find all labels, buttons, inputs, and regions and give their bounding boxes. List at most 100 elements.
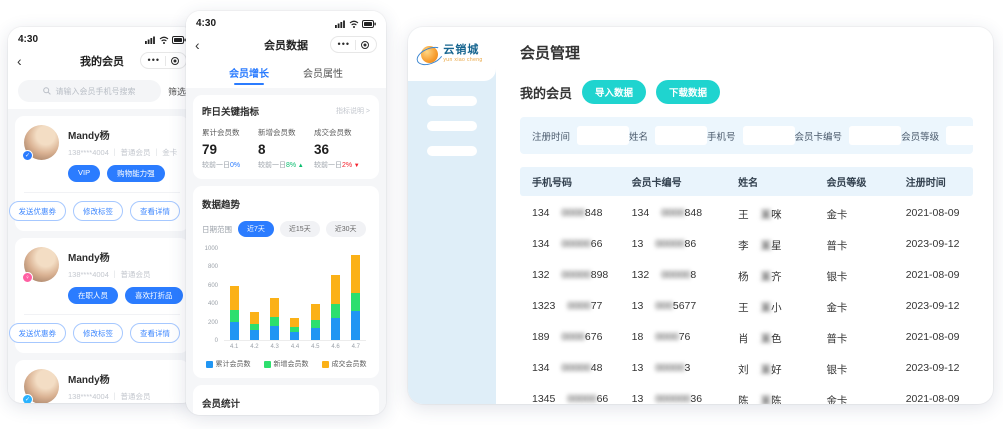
- search-placeholder: 请输入会员手机号搜索: [55, 86, 136, 96]
- redacted-text: 0000: [561, 330, 585, 343]
- bar-4.6: [331, 274, 341, 340]
- bar-4.5: [310, 303, 320, 340]
- redacted-text: 某: [760, 394, 772, 405]
- range-pill[interactable]: 近7天: [238, 221, 274, 237]
- table-row[interactable]: 1323 000077 13 0005677 王某小 金卡 2023-09-12: [520, 289, 973, 320]
- filter-input[interactable]: [849, 126, 902, 145]
- kpi-delta: 较前一日0%: [202, 162, 241, 169]
- kpi-value: 36: [314, 142, 330, 157]
- legend-label: 成交会员数: [331, 361, 367, 368]
- kpi-stat: 新增会员数 8 较前一日8% ▲: [258, 127, 314, 170]
- kpi-delta-value: 8%: [286, 162, 297, 169]
- cell-name: 王某咪: [738, 208, 782, 221]
- member-list: ✓ Mandy杨 138****4004 ｜ 普通会员 ｜ 金卡 VIP 购物能力强 发送…: [8, 109, 196, 403]
- back-icon[interactable]: ‹: [17, 52, 22, 69]
- member-actions: 发送优惠券 修改标签 查看详情: [8, 314, 180, 353]
- bar-4.4: [290, 317, 300, 340]
- sidebar-item-placeholder[interactable]: [427, 96, 477, 106]
- table-row[interactable]: 134 0000848 134 0000848 王某咪 金卡 2021-08-09: [520, 196, 973, 227]
- cell-card-number: 13 000003: [631, 361, 691, 374]
- sidebar-item-placeholder[interactable]: [427, 121, 477, 131]
- filter-field: 注册时间: [532, 126, 630, 145]
- table-row[interactable]: 1345 0000066 13 00000036 陈某陈 金卡 2021-08-09: [520, 382, 973, 405]
- bar-segment: [290, 317, 300, 328]
- table-row[interactable]: 132 00000898 132 000008 杨某齐 银卡 2021-08-09: [520, 258, 973, 289]
- filter-label: 会员等级: [901, 131, 940, 143]
- member-action-button[interactable]: 查看详情: [130, 323, 180, 343]
- cell-level: 金卡: [826, 394, 848, 405]
- cell-register-date: 2023-09-12: [905, 237, 960, 250]
- y-tick-label: 1000: [204, 246, 218, 252]
- tab-bar: 会员增长 会员属性: [186, 58, 386, 88]
- member-action-button[interactable]: 发送优惠券: [8, 201, 66, 221]
- bar-segment: [331, 317, 341, 340]
- bar-segment: [270, 316, 280, 327]
- filter-input[interactable]: [946, 126, 993, 145]
- member-action-button[interactable]: 发送优惠券: [8, 323, 66, 343]
- table-col-header: 手机号码: [532, 178, 572, 189]
- download-data-button[interactable]: 下载数据: [656, 80, 721, 104]
- kpi-explain-link[interactable]: 指标说明 >: [335, 108, 370, 115]
- redacted-text: 00000: [655, 361, 685, 374]
- status-icons: [145, 35, 186, 44]
- filter-field: 姓名: [629, 126, 708, 145]
- legend-label: 新增会员数: [273, 361, 309, 368]
- cell-name: 王某小: [738, 301, 782, 314]
- tab-member-attributes[interactable]: 会员属性: [303, 69, 343, 80]
- table-row[interactable]: 134 0000066 13 0000086 李某星 普卡 2023-09-12: [520, 227, 973, 258]
- range-pill[interactable]: 近30天: [325, 221, 366, 237]
- redacted-text: 0000: [561, 206, 585, 219]
- capsule-divider: [355, 39, 356, 50]
- logo-globe-icon: [421, 45, 439, 63]
- cell-level: 银卡: [826, 363, 848, 376]
- bar-4.2: [249, 311, 259, 340]
- import-data-button[interactable]: 导入数据: [582, 80, 647, 104]
- filter-link[interactable]: 筛选: [167, 86, 186, 97]
- redacted-text: 某: [760, 270, 772, 283]
- filter-input[interactable]: [655, 126, 708, 145]
- search-icon: [43, 87, 52, 95]
- more-icon[interactable]: •••: [337, 39, 350, 50]
- cell-level: 金卡: [826, 301, 848, 314]
- member-action-button[interactable]: 修改标签: [73, 323, 123, 343]
- kpi-delta: 较前一日2% ▼: [314, 162, 360, 169]
- bar-segment: [270, 297, 280, 317]
- bar-segment: [351, 311, 361, 340]
- member-head: ♀ Mandy杨 138****4004 ｜ 普通会员 在职人员 喜欢打折品: [22, 247, 183, 304]
- member-action-button[interactable]: 查看详情: [130, 201, 180, 221]
- redacted-text: 00000: [561, 268, 591, 281]
- more-icon[interactable]: •••: [147, 55, 160, 66]
- legend-label: 累计会员数: [215, 361, 251, 368]
- logo-subtext: yun xiao cheng: [443, 57, 483, 63]
- sidebar-item-placeholder[interactable]: [427, 146, 477, 156]
- member-action-button[interactable]: 修改标签: [73, 201, 123, 221]
- table-row[interactable]: 189 0000676 18 000076 肖某色 普卡 2021-08-09: [520, 320, 973, 351]
- close-circle-icon[interactable]: [361, 40, 369, 49]
- close-circle-icon[interactable]: [171, 56, 179, 65]
- filter-input[interactable]: [742, 126, 795, 145]
- avatar: ✓: [22, 125, 59, 161]
- table-row[interactable]: 134 0000048 13 000003 刘某好 银卡 2023-09-12: [520, 351, 973, 382]
- redacted-text: 000000: [655, 392, 691, 405]
- cell-register-date: 2021-08-09: [905, 268, 960, 281]
- sidebar: 云销城 yun xiao cheng: [408, 27, 496, 404]
- table-header-row: 手机号码 会员卡编号 姓名 会员等级 注册时间: [520, 167, 973, 196]
- redacted-text: 00000: [661, 268, 691, 281]
- redacted-text: 某: [760, 332, 772, 345]
- legend-swatch: [263, 360, 271, 368]
- back-icon[interactable]: ‹: [195, 36, 200, 53]
- avatar-badge-icon: ♀: [22, 272, 33, 283]
- filter-input[interactable]: [577, 126, 630, 145]
- trend-card-title: 数据趋势: [202, 200, 241, 211]
- bar-segment: [290, 332, 300, 340]
- search-input[interactable]: 请输入会员手机号搜索: [18, 80, 161, 102]
- cell-phone: 189 0000676: [532, 330, 603, 343]
- legend-swatch: [321, 360, 329, 368]
- tab-member-growth[interactable]: 会员增长: [227, 63, 271, 88]
- kpi-label: 成交会员数: [314, 128, 352, 137]
- bar-segment: [249, 324, 259, 330]
- redacted-text: 00000: [561, 237, 591, 250]
- range-pill[interactable]: 近15天: [279, 221, 320, 237]
- miniprogram-capsule: •••: [139, 52, 187, 69]
- date-range-pills: 近7天 近15天 近30天: [238, 221, 366, 237]
